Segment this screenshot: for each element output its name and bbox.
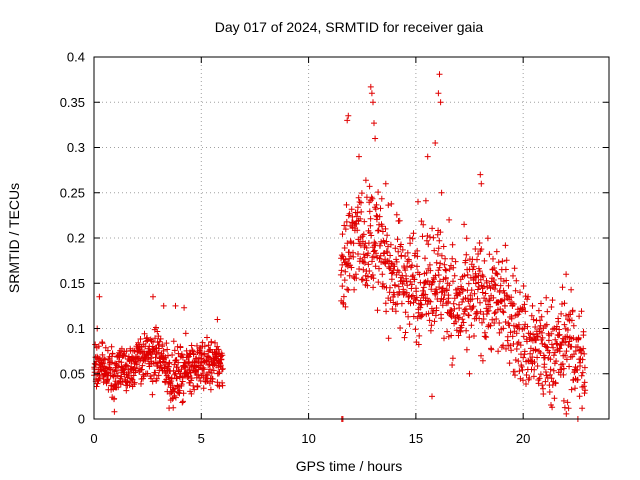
plot-frame <box>93 56 610 420</box>
y-tick-label: 0.35 <box>60 95 85 110</box>
grid-lines <box>94 57 609 419</box>
y-tick-label: 0.3 <box>67 140 85 155</box>
y-axis-label: SRMTID / TECUs <box>6 183 22 293</box>
x-tick-label: 10 <box>301 431 315 446</box>
data-points <box>91 71 589 422</box>
x-axis-label: GPS time / hours <box>296 458 403 474</box>
y-tick-label: 0.1 <box>67 321 85 336</box>
x-tick-label: 15 <box>409 431 423 446</box>
chart-title: Day 017 of 2024, SRMTID for receiver gai… <box>215 19 484 35</box>
y-tick-label: 0 <box>78 412 85 427</box>
y-tick-label: 0.05 <box>60 366 85 381</box>
scatter-markers <box>91 71 589 422</box>
x-tick-label: 5 <box>198 431 205 446</box>
y-tick-label: 0.2 <box>67 231 85 246</box>
y-tick-label: 0.4 <box>67 50 85 65</box>
axes: 0 0.05 0.1 0.15 0.2 0.25 0.3 0.35 0.4 0 5 10 15 20 <box>60 50 609 446</box>
y-tick-label: 0.15 <box>60 276 85 291</box>
y-tick-label: 0.25 <box>60 185 85 200</box>
x-tick-label: 20 <box>516 431 530 446</box>
x-tick-label: 0 <box>90 431 97 446</box>
